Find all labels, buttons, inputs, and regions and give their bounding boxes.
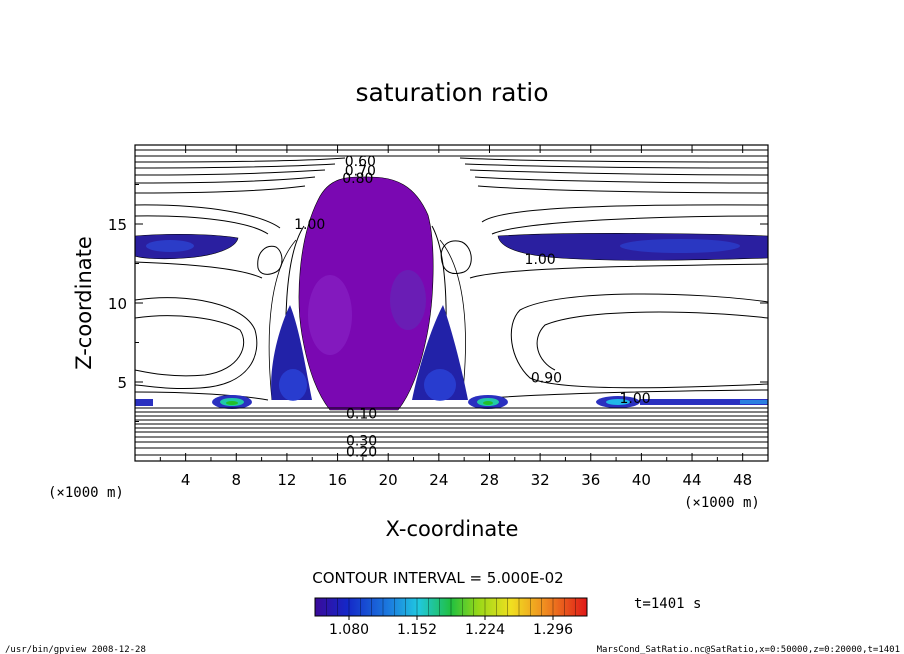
x-tick-label: 40 — [632, 471, 651, 489]
colorbar-tick-label: 1.080 — [329, 622, 369, 638]
contour-label: 0.90 — [531, 370, 562, 386]
colorbar-tick-label: 1.296 — [533, 622, 573, 638]
colorbar-ticks: 1.080 1.152 1.224 1.296 — [329, 616, 573, 638]
contour-interval-label: CONTOUR INTERVAL = 5.000E-02 — [312, 569, 563, 587]
x-tick-label: 12 — [277, 471, 296, 489]
x-tick-label: 44 — [682, 471, 701, 489]
colorbar-tick-label: 1.224 — [465, 622, 505, 638]
x-tick-label: 16 — [328, 471, 347, 489]
footer-right: MarsCond_SatRatio.nc@SatRatio,x=0:50000,… — [597, 645, 900, 654]
contour-label: 1.00 — [294, 217, 325, 233]
x-tick-label: 4 — [181, 471, 191, 489]
x-tick-label: 32 — [531, 471, 550, 489]
y-unit-label: (×1000 m) — [48, 485, 124, 501]
colorbar-tick-label: 1.152 — [397, 622, 437, 638]
contour-label: 0.10 — [346, 407, 377, 423]
contour-label: 1.00 — [619, 391, 650, 407]
x-axis-label: X-coordinate — [386, 517, 519, 541]
plot-area — [135, 145, 768, 461]
x-unit-label: (×1000 m) — [684, 495, 760, 511]
y-axis: 5 10 15 — [108, 184, 768, 422]
contour-label: 0.70 — [345, 163, 376, 179]
x-tick-label: 20 — [379, 471, 398, 489]
upper-contours — [135, 149, 768, 235]
y-tick-label: 10 — [108, 295, 127, 313]
x-tick-label: 48 — [733, 471, 752, 489]
contour-label: 1.00 — [525, 252, 556, 268]
x-tick-label: 8 — [232, 471, 242, 489]
x-tick-label: 36 — [581, 471, 600, 489]
y-axis-label: Z-coordinate — [72, 236, 96, 370]
time-label: t=1401 s — [634, 596, 701, 612]
colorbar: 1.080 1.152 1.224 1.296 — [314, 597, 588, 638]
contour-label: 0.60 — [345, 154, 376, 170]
contour-labels: 0.600.700.80 1.00 1.00 0.90 1.00 0.10 0.300.20 — [294, 154, 651, 461]
colorbar-segments — [326, 598, 576, 616]
contour-label: 0.30 — [346, 433, 377, 449]
x-tick-label: 24 — [429, 471, 448, 489]
x-axis: 4 8 12 16 20 24 28 32 36 40 44 48 — [159, 145, 752, 489]
y-tick-label: 15 — [108, 216, 127, 234]
lower-contours — [135, 407, 768, 456]
contour-label: 0.20 — [346, 445, 377, 461]
y-tick-label: 5 — [117, 374, 127, 392]
x-tick-label: 28 — [480, 471, 499, 489]
contour-label: 0.80 — [342, 171, 373, 187]
right-plume — [412, 305, 468, 400]
footer-left: /usr/bin/gpview 2008-12-28 — [5, 645, 146, 654]
chart-title: saturation ratio — [355, 78, 548, 107]
